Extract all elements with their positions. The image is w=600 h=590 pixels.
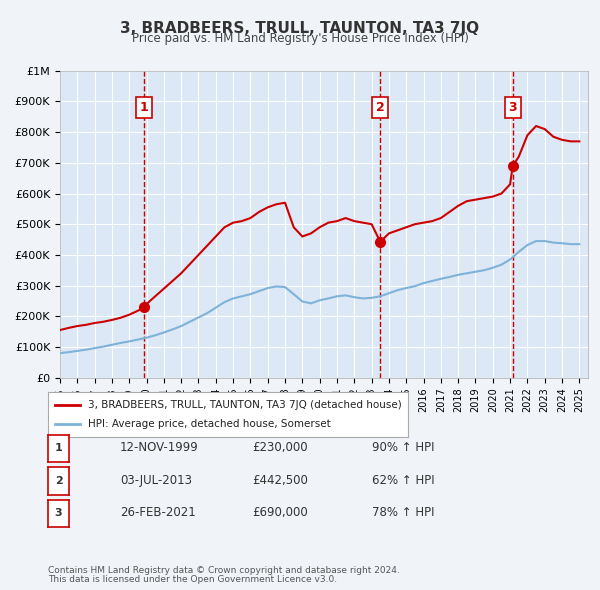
Text: This data is licensed under the Open Government Licence v3.0.: This data is licensed under the Open Gov… <box>48 575 337 584</box>
Text: 90% ↑ HPI: 90% ↑ HPI <box>372 441 434 454</box>
Text: Price paid vs. HM Land Registry's House Price Index (HPI): Price paid vs. HM Land Registry's House … <box>131 32 469 45</box>
Text: £690,000: £690,000 <box>252 506 308 519</box>
Text: 3: 3 <box>508 101 517 114</box>
Text: £230,000: £230,000 <box>252 441 308 454</box>
Text: 26-FEB-2021: 26-FEB-2021 <box>120 506 196 519</box>
Text: HPI: Average price, detached house, Somerset: HPI: Average price, detached house, Some… <box>88 419 331 429</box>
Text: 3, BRADBEERS, TRULL, TAUNTON, TA3 7JQ (detached house): 3, BRADBEERS, TRULL, TAUNTON, TA3 7JQ (d… <box>88 400 401 409</box>
Text: 62% ↑ HPI: 62% ↑ HPI <box>372 474 434 487</box>
Text: 3: 3 <box>55 509 62 519</box>
Text: 1: 1 <box>55 444 62 454</box>
Text: 03-JUL-2013: 03-JUL-2013 <box>120 474 192 487</box>
Text: 12-NOV-1999: 12-NOV-1999 <box>120 441 199 454</box>
Text: 78% ↑ HPI: 78% ↑ HPI <box>372 506 434 519</box>
Text: 2: 2 <box>376 101 385 114</box>
Text: 2: 2 <box>55 476 62 486</box>
Text: Contains HM Land Registry data © Crown copyright and database right 2024.: Contains HM Land Registry data © Crown c… <box>48 566 400 575</box>
Text: 3, BRADBEERS, TRULL, TAUNTON, TA3 7JQ: 3, BRADBEERS, TRULL, TAUNTON, TA3 7JQ <box>121 21 479 35</box>
Text: £442,500: £442,500 <box>252 474 308 487</box>
Text: 1: 1 <box>140 101 149 114</box>
